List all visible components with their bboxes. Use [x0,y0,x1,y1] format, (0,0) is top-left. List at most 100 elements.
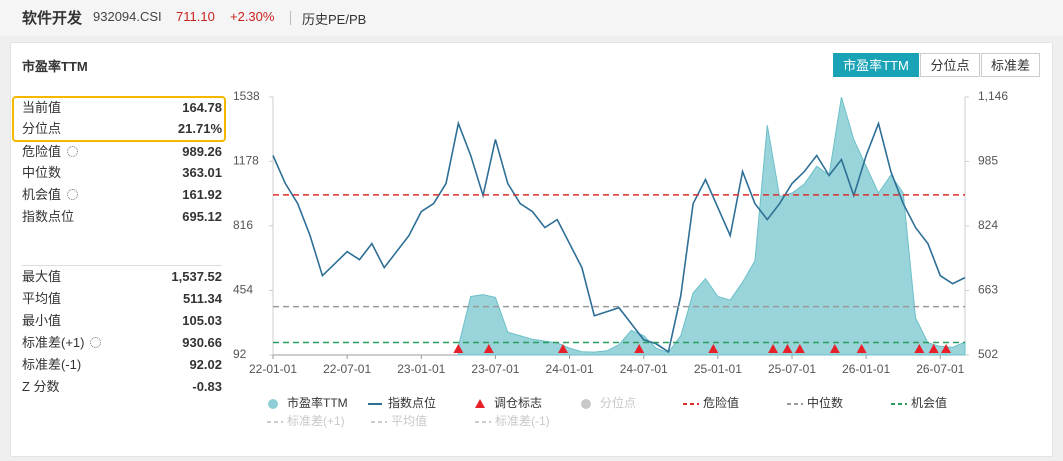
y-tick-label: 454 [233,283,253,297]
stat-row: 最大值 1,537.52 [22,267,222,287]
stat-row: 机会值 161.92 [22,185,222,205]
stat-value: 511.34 [182,291,222,306]
stat-label: 危险值 [22,144,62,159]
y2-tick-label: 1,146 [978,89,1008,103]
y2-tick-label: 985 [978,154,998,168]
x-tick-label: 25-01-01 [694,362,742,376]
divider [290,11,291,25]
stat-value: 695.12 [182,209,222,224]
stat-value: 105.03 [182,313,222,328]
stat-label: 分位点 [22,121,62,136]
legend-label[interactable]: 平均值 [391,413,427,428]
legend-label[interactable]: 标准差(+1) [287,414,345,428]
stat-row: 危险值 989.26 [22,142,222,162]
stat-value: 161.92 [182,187,222,202]
x-tick-label: 26-01-01 [842,362,890,376]
separator [22,265,222,266]
highlight-box [12,96,226,142]
stat-value: 989.26 [182,144,222,159]
stat-row: 分位点 21.71% [22,119,222,139]
index-code: 932094.CSI [93,9,162,24]
stat-label: Z 分数 [22,379,60,394]
stat-row: 标准差(-1) 92.02 [22,355,222,375]
stat-label: 机会值 [22,187,62,202]
rebalance-marker [782,344,793,353]
rebalance-marker [453,344,464,353]
x-tick-label: 24-07-01 [620,362,668,376]
stat-row: 中位数 363.01 [22,163,222,183]
stat-value: 21.71% [177,121,222,136]
stat-label: 标准差(-1) [22,357,82,372]
stat-label: 最大值 [22,269,62,284]
pe-area [457,96,966,356]
rebalance-marker [914,344,925,353]
rebalance-marker [634,344,645,353]
y2-tick-label: 824 [978,218,998,232]
tab[interactable]: 分位点 [920,53,980,77]
stat-label: 指数点位 [22,209,75,224]
stat-row: 平均值 511.34 [22,289,222,309]
rebalance-marker [768,344,779,353]
index-line [272,120,966,354]
legend-label[interactable]: 中位数 [807,395,843,410]
x-tick-label: 22-01-01 [249,362,297,376]
rebalance-marker [794,344,805,353]
x-tick-label: 26-07-01 [916,362,964,376]
rebalance-marker [483,344,494,353]
y-tick-label: 816 [233,218,253,232]
legend-swatch [581,399,591,409]
change: +2.30% [230,9,275,24]
tab[interactable]: 市盈率TTM [833,53,919,77]
stat-label: 中位数 [22,165,62,180]
legend-label[interactable]: 危险值 [703,395,739,410]
y-tick-label: 1538 [233,89,260,103]
stat-value: 930.66 [182,335,222,350]
rebalance-marker [557,344,568,353]
stat-label: 标准差(+1) [22,335,85,350]
legend-label[interactable]: 指数点位 [388,395,436,410]
y2-tick-label: 663 [978,283,998,297]
stat-value: 363.01 [182,165,222,180]
y-tick-label: 92 [233,347,247,361]
legend-label[interactable]: 调仓标志 [494,396,542,410]
legend-label[interactable]: 分位点 [600,395,636,410]
pe-pb-link[interactable]: 历史PE/PB [302,12,367,27]
legend-label[interactable]: 市盈率TTM [287,395,348,410]
settings-icon[interactable] [67,146,79,157]
stat-row: 最小值 105.03 [22,311,222,331]
header: 软件开发 932094.CSI 711.10 +2.30% 历史PE/PB [0,0,1063,36]
legend-label[interactable]: 标准差(-1) [495,414,550,428]
panel-title: 市盈率TTM [22,59,88,74]
price: 711.10 [176,9,215,24]
x-tick-label: 23-01-01 [397,362,445,376]
tab[interactable]: 标准差 [981,53,1040,77]
legend-swatch [268,399,278,409]
stat-label: 当前值 [22,100,62,115]
stat-label: 平均值 [22,291,62,306]
stat-value: 164.78 [182,100,222,115]
rebalance-marker [856,344,867,353]
rebalance-marker [928,344,939,353]
stat-row: Z 分数 -0.83 [22,377,222,397]
x-tick-label: 24-01-01 [546,362,594,376]
settings-icon[interactable] [67,189,79,200]
legend-label[interactable]: 机会值 [911,395,947,410]
legend-swatch [475,399,485,408]
stat-value: 92.02 [189,357,222,372]
x-tick-label: 25-07-01 [768,362,816,376]
x-tick-label: 22-07-01 [323,362,371,376]
x-tick-label: 23-07-01 [471,362,519,376]
y2-tick-label: 502 [978,347,998,361]
stat-row: 当前值 164.78 [22,98,222,118]
stat-row: 指数点位 695.12 [22,207,222,227]
settings-icon[interactable] [90,337,102,348]
stat-label: 最小值 [22,313,62,328]
rebalance-marker [829,344,840,353]
stat-row: 标准差(+1) 930.66 [22,333,222,353]
rebalance-marker [708,344,719,353]
rebalance-marker [941,344,952,353]
y-tick-label: 1178 [233,153,259,167]
index-name: 软件开发 [22,10,83,27]
